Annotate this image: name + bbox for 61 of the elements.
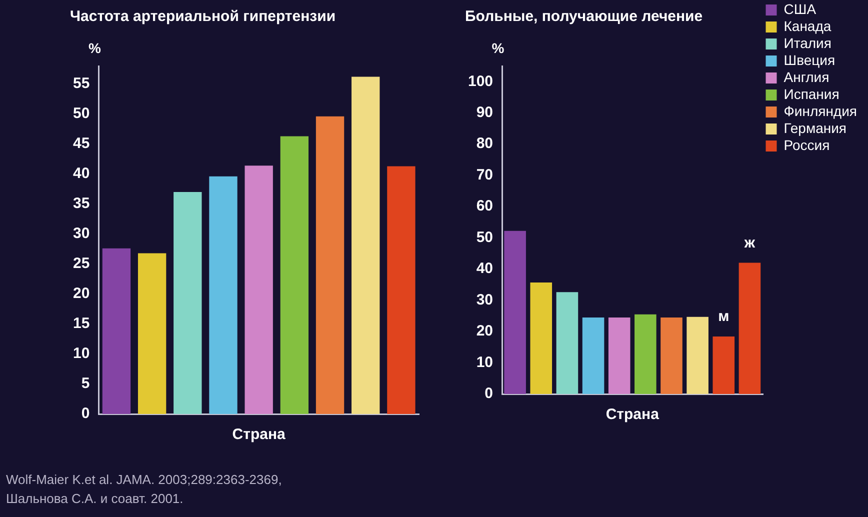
legend-label: США [784, 0, 817, 17]
legend-label: Финляндия [784, 102, 857, 119]
y-tick-label: 70 [476, 166, 494, 184]
y-tick-label: 0 [484, 385, 494, 402]
y-tick-label: 0 [81, 405, 90, 422]
bar [280, 136, 309, 414]
y-tick-label: 45 [72, 135, 90, 152]
bar [608, 317, 630, 394]
y-tick-label: 25 [72, 255, 90, 272]
y-tick-label: 60 [476, 198, 494, 215]
y-axis-title: % [88, 40, 102, 56]
bar [244, 166, 273, 414]
y-tick-label: 80 [476, 135, 494, 152]
y-tick-label: 30 [476, 291, 494, 308]
bar [504, 230, 526, 394]
bar [316, 116, 344, 414]
y-tick-label: 50 [476, 228, 494, 246]
legend-label: Россия [784, 136, 830, 153]
x-axis-title: Страна [232, 426, 286, 444]
bar [530, 282, 552, 394]
y-tick-label: 5 [81, 375, 90, 392]
y-tick-label: 20 [476, 322, 494, 340]
y-axis-title: % [492, 40, 505, 56]
bar [352, 76, 380, 414]
bar [712, 336, 735, 394]
bar [138, 253, 166, 414]
bar [634, 314, 656, 394]
bar [582, 317, 604, 394]
x-axis-title: Страна [606, 406, 660, 424]
y-tick-label: 10 [72, 345, 90, 362]
bar [686, 316, 708, 394]
legend-label: Италия [784, 34, 832, 51]
chart-title: Больные, получающие лечение [465, 8, 703, 26]
y-tick-label: 40 [72, 165, 90, 182]
legend-label: Англия [784, 68, 830, 85]
y-tick-label: 55 [72, 75, 90, 92]
y-tick-label: 100 [468, 72, 494, 90]
chart-title: Частота артериальной гипертензии [70, 8, 336, 26]
x-tick-label: ж [743, 234, 756, 252]
y-tick-label: 50 [72, 105, 90, 122]
text: Шальнова С.А. и соавт. 2001. [6, 490, 184, 508]
legend-label: Германия [784, 120, 847, 136]
bar [660, 317, 682, 394]
y-tick-label: 15 [72, 315, 90, 332]
y-tick-label: 10 [476, 354, 494, 371]
bar [556, 292, 578, 394]
text: Wolf-Maier K.et al. JAMA. 2003;289:2363-2369, [6, 471, 282, 489]
y-tick-label: 90 [476, 104, 494, 121]
bar [174, 192, 202, 414]
bar [387, 166, 416, 414]
bar [209, 176, 238, 414]
legend-label: Испания [784, 86, 840, 102]
y-tick-label: 20 [72, 285, 90, 302]
y-tick-label: 40 [476, 260, 494, 278]
y-tick-label: 30 [72, 225, 90, 242]
y-tick-label: 35 [72, 195, 90, 212]
bar [102, 248, 131, 414]
x-tick-label: м [718, 308, 730, 326]
legend-label: Канада [784, 18, 832, 34]
legend-label: Швеция [784, 52, 836, 68]
bar [738, 262, 761, 394]
